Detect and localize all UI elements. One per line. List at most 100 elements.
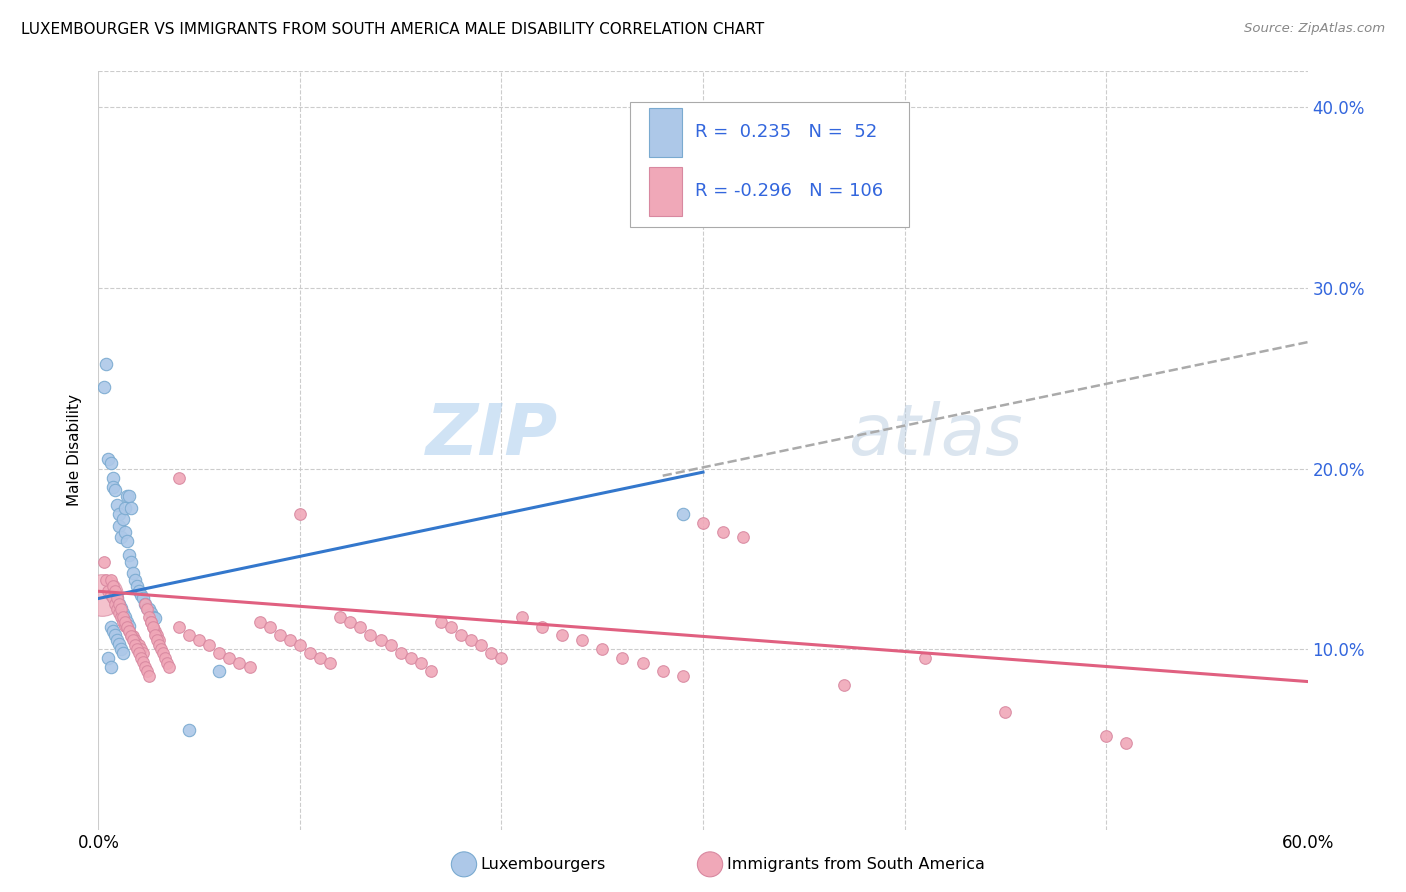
Point <box>128 646 150 660</box>
Point <box>114 524 136 539</box>
Point <box>132 646 155 660</box>
Point <box>107 637 129 651</box>
Point <box>143 627 166 641</box>
Text: ZIP: ZIP <box>426 401 558 470</box>
Point <box>103 597 125 611</box>
Point <box>370 633 392 648</box>
Point <box>121 633 143 648</box>
Point <box>460 633 482 648</box>
Point <box>107 597 129 611</box>
Point <box>118 624 141 638</box>
Point <box>288 507 311 521</box>
Point <box>96 574 118 588</box>
Point <box>692 516 714 530</box>
Point <box>832 678 855 692</box>
Point <box>105 633 128 648</box>
Point <box>100 660 122 674</box>
Point <box>994 705 1017 719</box>
Point <box>91 588 114 602</box>
Point <box>110 530 132 544</box>
Point <box>114 609 136 624</box>
Point <box>329 609 352 624</box>
Point <box>128 584 150 599</box>
Text: R = -0.296   N = 106: R = -0.296 N = 106 <box>695 182 883 200</box>
Point <box>103 627 125 641</box>
Point <box>179 627 201 641</box>
Point <box>299 646 322 660</box>
Point <box>105 498 128 512</box>
Point <box>115 620 138 634</box>
Point <box>118 624 141 638</box>
Point <box>120 629 142 643</box>
Point <box>129 588 152 602</box>
Point <box>101 470 124 484</box>
Point <box>228 657 250 671</box>
Point <box>249 615 271 629</box>
Point <box>120 627 142 641</box>
Point <box>135 602 157 616</box>
Point <box>107 507 129 521</box>
Point <box>135 600 157 615</box>
Point <box>269 627 291 641</box>
Text: Source: ZipAtlas.com: Source: ZipAtlas.com <box>1244 22 1385 36</box>
Point <box>115 533 138 548</box>
Point <box>914 651 936 665</box>
Text: R =  0.235   N =  52: R = 0.235 N = 52 <box>695 123 877 141</box>
Point <box>115 489 138 503</box>
Point <box>399 651 422 665</box>
Point <box>124 574 146 588</box>
Point <box>100 456 122 470</box>
Point <box>420 664 443 678</box>
Point <box>409 657 432 671</box>
Point <box>97 584 120 599</box>
Point <box>110 642 132 657</box>
Point <box>188 633 211 648</box>
Point <box>672 669 695 683</box>
Point <box>111 615 134 629</box>
Point <box>101 591 124 606</box>
FancyBboxPatch shape <box>630 102 908 227</box>
Point <box>491 651 513 665</box>
Point <box>125 637 148 651</box>
Point <box>349 620 371 634</box>
Point <box>380 639 402 653</box>
Point <box>101 479 124 493</box>
Point <box>139 615 162 629</box>
Point <box>129 642 152 657</box>
Point <box>100 588 122 602</box>
Point <box>111 512 134 526</box>
Point <box>152 646 174 660</box>
Point <box>309 651 332 665</box>
Text: Luxembourgers: Luxembourgers <box>481 857 606 871</box>
Point <box>107 606 129 620</box>
Point <box>198 639 221 653</box>
Point <box>142 620 165 634</box>
Point <box>142 609 165 624</box>
Point <box>631 657 654 671</box>
Point <box>111 646 134 660</box>
Point <box>208 646 231 660</box>
Point <box>571 633 593 648</box>
Point <box>360 627 382 641</box>
Point <box>120 555 142 569</box>
Point <box>105 591 128 606</box>
Point <box>672 507 695 521</box>
Point <box>129 651 152 665</box>
Point <box>100 574 122 588</box>
Point <box>120 501 142 516</box>
Point <box>146 633 169 648</box>
Point <box>430 615 453 629</box>
Point <box>591 642 613 657</box>
Point <box>288 639 311 653</box>
Point <box>1095 729 1118 743</box>
Point <box>179 723 201 738</box>
Y-axis label: Male Disability: Male Disability <box>67 394 83 507</box>
Point <box>481 646 503 660</box>
Text: LUXEMBOURGER VS IMMIGRANTS FROM SOUTH AMERICA MALE DISABILITY CORRELATION CHART: LUXEMBOURGER VS IMMIGRANTS FROM SOUTH AM… <box>21 22 765 37</box>
Point <box>118 618 141 632</box>
Point <box>128 639 150 653</box>
Point <box>470 639 492 653</box>
Point <box>551 627 574 641</box>
Text: Immigrants from South America: Immigrants from South America <box>727 857 984 871</box>
Point <box>510 609 533 624</box>
